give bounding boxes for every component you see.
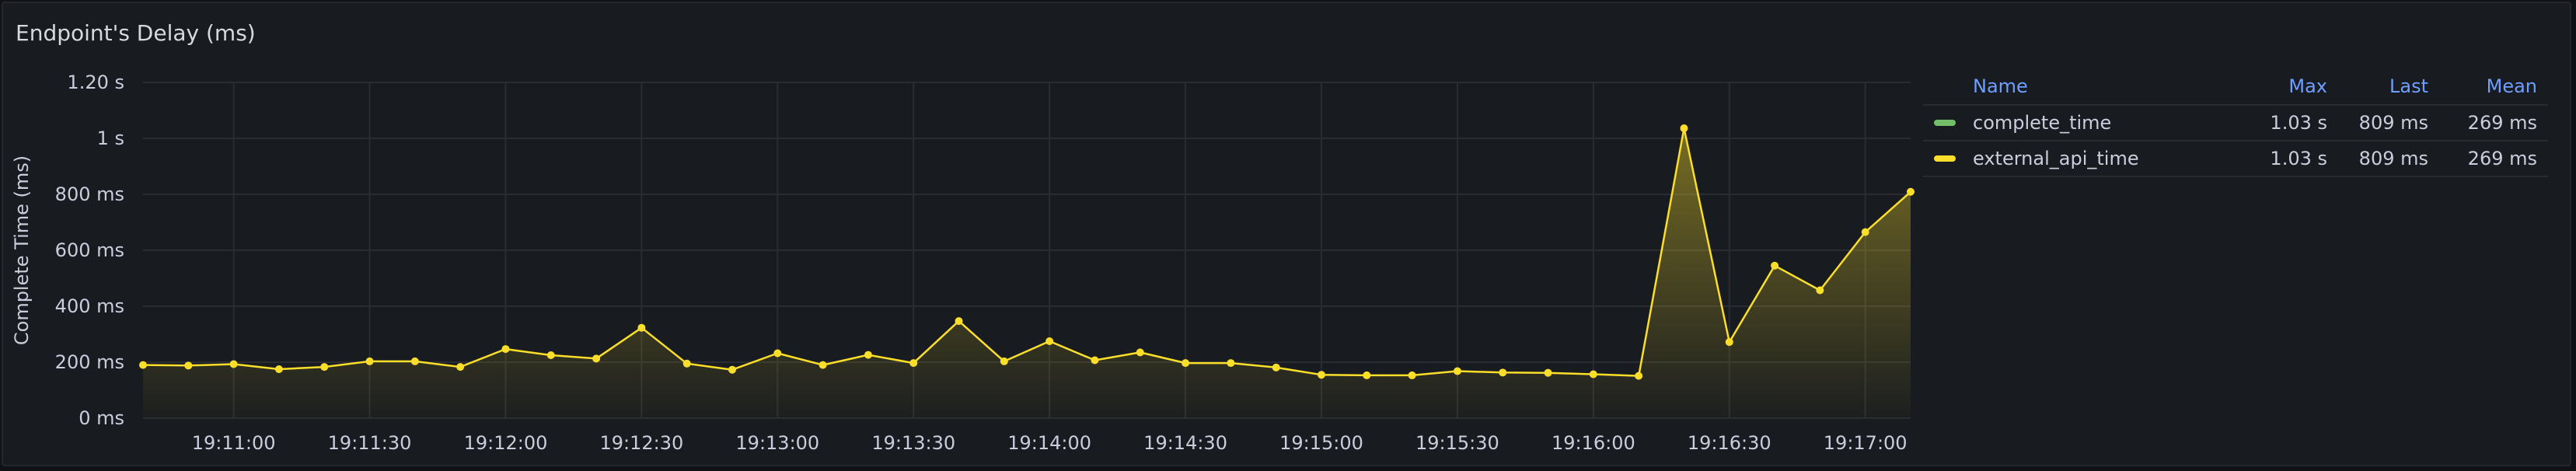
legend-max-value: 1.03 s <box>2270 148 2327 169</box>
legend-max-value: 1.03 s <box>2270 112 2327 134</box>
data-point[interactable] <box>592 354 601 363</box>
data-point[interactable] <box>1453 367 1461 375</box>
x-tick-label: 19:13:00 <box>735 432 819 454</box>
data-point[interactable] <box>1499 368 1507 377</box>
y-tick-label: 0 ms <box>79 407 124 429</box>
legend-last-value: 809 ms <box>2358 112 2428 134</box>
data-point[interactable] <box>456 363 465 372</box>
series-line <box>142 127 1911 377</box>
legend-header-name[interactable]: Name <box>1973 75 2028 97</box>
x-tick-label: 19:15:00 <box>1279 432 1363 454</box>
data-point[interactable] <box>1227 359 1235 368</box>
y-tick-label: 200 ms <box>55 351 124 373</box>
x-tick-label: 19:12:30 <box>599 432 683 454</box>
data-point[interactable] <box>637 323 646 332</box>
data-point[interactable] <box>1136 348 1144 357</box>
x-tick-label: 19:15:30 <box>1415 432 1499 454</box>
x-tick-label: 19:11:30 <box>328 432 412 454</box>
x-tick-label: 19:12:00 <box>464 432 548 454</box>
panel-title[interactable]: Endpoint's Delay (ms) <box>16 20 256 46</box>
legend-header-max[interactable]: Max <box>2288 75 2327 97</box>
data-point[interactable] <box>546 351 555 359</box>
data-point[interactable] <box>1907 187 1915 196</box>
grid <box>143 82 1911 419</box>
data-point[interactable] <box>1861 228 1869 236</box>
x-tick-label: 19:14:00 <box>1007 432 1091 454</box>
data-point[interactable] <box>1182 359 1190 368</box>
x-tick-label: 19:13:30 <box>871 432 955 454</box>
data-point[interactable] <box>1680 124 1688 133</box>
legend-body: complete_time 1.03 s 809 ms 269 ms exter… <box>1923 106 2548 177</box>
data-point[interactable] <box>955 317 963 326</box>
data-point[interactable] <box>909 359 918 368</box>
series-color-swatch <box>1934 155 1956 162</box>
legend-last-value: 809 ms <box>2358 148 2428 169</box>
legend-header: Name Max Last Mean <box>1923 68 2548 106</box>
data-point[interactable] <box>1408 371 1416 379</box>
series-area-fill <box>143 128 1911 419</box>
legend-row-external-api-time[interactable]: external_api_time 1.03 s 809 ms 269 ms <box>1923 141 2548 177</box>
y-tick-label: 800 ms <box>55 183 124 205</box>
data-point[interactable] <box>1091 356 1099 365</box>
legend-mean-value: 269 ms <box>2467 148 2537 169</box>
data-point[interactable] <box>1000 357 1008 365</box>
data-point[interactable] <box>274 365 283 373</box>
y-tick-label: 400 ms <box>55 295 124 317</box>
y-tick-label: 1 s <box>97 127 124 149</box>
x-tick-label: 19:16:30 <box>1688 432 1771 454</box>
y-axis: 0 ms 200 ms 400 ms 600 ms 800 ms 1 s 1.20 s <box>55 72 124 429</box>
data-point[interactable] <box>1045 337 1054 345</box>
y-axis-label: Complete Time (ms) <box>11 155 33 345</box>
data-point[interactable] <box>773 349 782 358</box>
data-point[interactable] <box>1725 338 1733 347</box>
data-point[interactable] <box>864 351 872 359</box>
x-axis: 19:11:00 19:11:30 19:12:00 19:12:30 19:13:00… <box>192 432 1908 454</box>
data-point[interactable] <box>229 360 238 368</box>
x-tick-label: 19:11:00 <box>192 432 276 454</box>
legend-series-name: complete_time <box>1973 112 2112 134</box>
legend-mean-value: 269 ms <box>2467 112 2537 134</box>
data-point[interactable] <box>139 361 147 369</box>
legend-table: Name Max Last Mean complete_time 1.03 s … <box>1923 68 2548 177</box>
data-point[interactable] <box>682 359 691 368</box>
legend-row-complete-time[interactable]: complete_time 1.03 s 809 ms 269 ms <box>1923 106 2548 141</box>
data-point[interactable] <box>819 361 827 369</box>
data-point[interactable] <box>1771 261 1779 270</box>
data-point[interactable] <box>1589 370 1597 379</box>
data-point[interactable] <box>501 345 510 354</box>
series-layer <box>139 124 1915 419</box>
data-point[interactable] <box>184 361 193 370</box>
data-point[interactable] <box>1272 363 1280 372</box>
x-tick-label: 19:17:00 <box>1824 432 1908 454</box>
data-point[interactable] <box>320 363 329 372</box>
data-point[interactable] <box>1363 371 1371 379</box>
legend-series-name: external_api_time <box>1973 148 2139 169</box>
data-point[interactable] <box>1816 286 1824 295</box>
data-point[interactable] <box>1544 368 1552 377</box>
legend-header-mean[interactable]: Mean <box>2486 75 2537 97</box>
data-point[interactable] <box>1635 372 1643 380</box>
series-color-swatch <box>1934 120 1956 126</box>
data-point[interactable] <box>1318 371 1325 379</box>
data-point[interactable] <box>365 357 374 365</box>
legend-header-last[interactable]: Last <box>2389 75 2428 97</box>
x-tick-label: 19:14:30 <box>1143 432 1227 454</box>
y-tick-label: 600 ms <box>55 239 124 261</box>
data-point[interactable] <box>728 365 736 374</box>
x-tick-label: 19:16:00 <box>1552 432 1635 454</box>
y-tick-label: 1.20 s <box>67 72 124 93</box>
data-point[interactable] <box>410 357 419 365</box>
